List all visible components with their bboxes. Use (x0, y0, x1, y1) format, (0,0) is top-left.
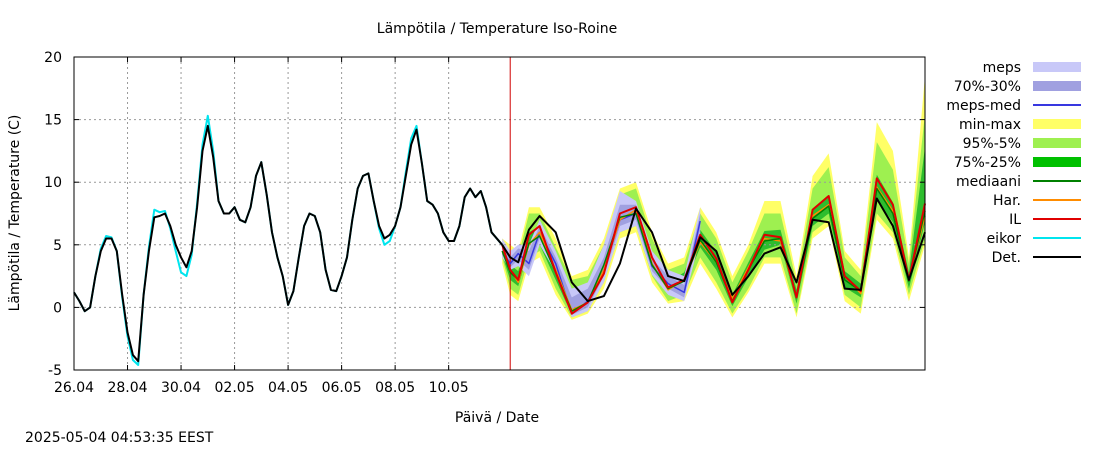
legend-label: eikor (987, 231, 1022, 247)
legend-label: IL (1009, 212, 1021, 228)
chart-title: Lämpötila / Temperature Iso-Roine (377, 21, 617, 37)
y-tick-label: 20 (44, 50, 62, 66)
x-tick-label: 30.04 (161, 380, 201, 396)
legend-label: meps (983, 60, 1021, 76)
plot-area (74, 57, 925, 370)
x-tick-label: 10.05 (429, 380, 469, 396)
x-tick-label: 08.05 (375, 380, 415, 396)
x-tick-label: 28.04 (107, 380, 147, 396)
x-tick-label: 02.05 (215, 380, 255, 396)
legend-label: mediaani (956, 174, 1021, 190)
x-tick-label: 06.05 (322, 380, 362, 396)
legend-swatch (1033, 62, 1081, 72)
legend-label: Har. (993, 193, 1021, 209)
legend-label: Det. (992, 250, 1021, 266)
y-tick-label: 15 (44, 113, 62, 129)
timestamp: 2025-05-04 04:53:35 EEST (25, 430, 214, 446)
band-meps (502, 190, 701, 318)
y-tick-label: 5 (53, 238, 62, 254)
legend-label: 70%-30% (954, 79, 1021, 95)
y-tick-label: -5 (48, 363, 62, 379)
series-il (501, 177, 926, 315)
legend-swatch (1033, 138, 1081, 148)
plot-frame (73, 56, 926, 371)
y-axis-label: Lämpötila / Temperature (C) (7, 115, 23, 312)
y-tick-label: 0 (53, 300, 62, 316)
legend-label: meps-med (946, 98, 1021, 114)
legend-swatch (1033, 119, 1081, 129)
legend-swatch (1033, 157, 1081, 167)
legend-label: min-max (959, 117, 1021, 133)
legend-swatch (1033, 81, 1081, 91)
x-axis-label: Päivä / Date (455, 410, 539, 426)
legend-label: 95%-5% (963, 136, 1021, 152)
legend-label: 75%-25% (954, 155, 1021, 171)
series-det-observed (73, 124, 503, 363)
series-det-forecast (501, 197, 926, 303)
y-tick-label: 10 (44, 175, 62, 191)
x-tick-label: 04.05 (268, 380, 308, 396)
x-tick-label: 26.04 (54, 380, 94, 396)
